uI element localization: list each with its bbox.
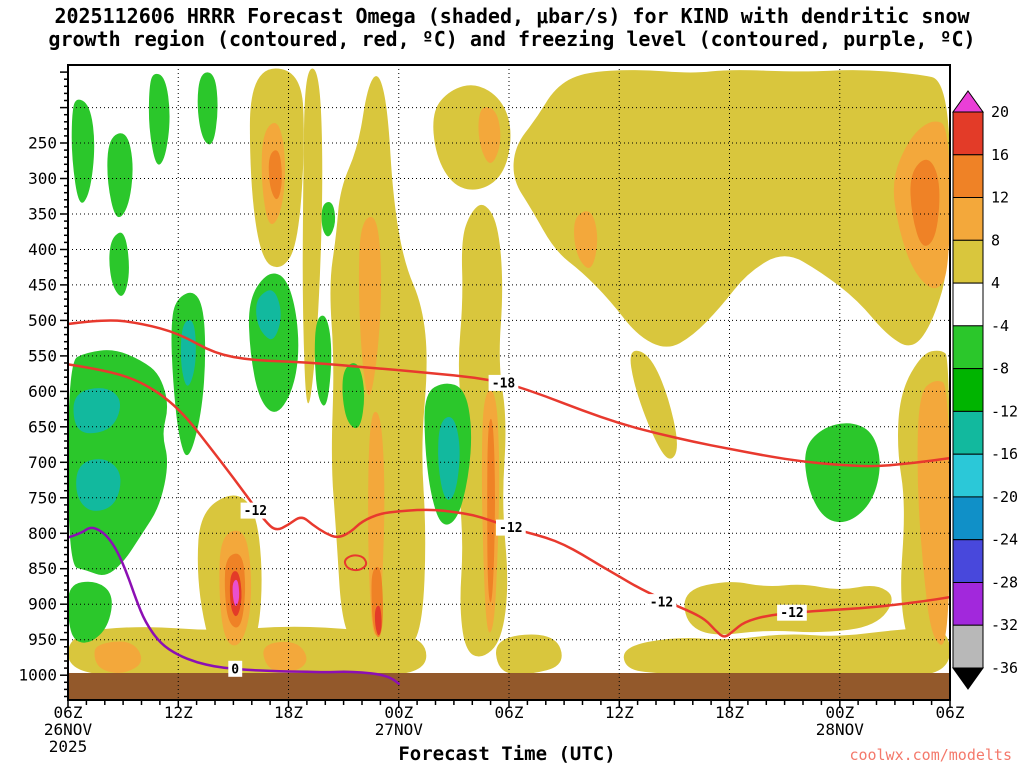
svg-text:-12: -12 bbox=[780, 606, 803, 621]
svg-text:450: 450 bbox=[28, 275, 57, 294]
svg-text:8: 8 bbox=[991, 231, 1000, 249]
svg-text:12Z: 12Z bbox=[164, 703, 193, 722]
pressure-axis-labels: 250 300 350 400 450 500 550 600 650 700 750 800 850 9… bbox=[18, 134, 57, 685]
svg-text:06Z: 06Z bbox=[495, 703, 524, 722]
svg-text:-4: -4 bbox=[991, 317, 1009, 335]
svg-text:00Z: 00Z bbox=[825, 703, 854, 722]
svg-text:250: 250 bbox=[28, 134, 57, 153]
svg-text:800: 800 bbox=[28, 524, 57, 543]
svg-text:550: 550 bbox=[28, 346, 57, 365]
svg-text:300: 300 bbox=[28, 169, 57, 188]
time-axis-labels: 06Z 12Z 18Z 00Z 06Z 12Z 18Z 00Z 06Z26NOV202527NO… bbox=[44, 703, 965, 756]
svg-text:06Z: 06Z bbox=[936, 703, 965, 722]
svg-text:18Z: 18Z bbox=[715, 703, 744, 722]
contour-dendritic-growth--12C-closed bbox=[343, 554, 368, 572]
svg-text:950: 950 bbox=[28, 630, 57, 649]
svg-text:18Z: 18Z bbox=[274, 703, 303, 722]
svg-text:350: 350 bbox=[28, 205, 57, 224]
svg-text:-36: -36 bbox=[991, 659, 1018, 677]
svg-text:00Z: 00Z bbox=[384, 703, 413, 722]
chart-title-line1: 2025112606 HRRR Forecast Omega (shaded, … bbox=[54, 4, 970, 28]
svg-text:500: 500 bbox=[28, 311, 57, 330]
svg-text:12: 12 bbox=[991, 189, 1009, 207]
axis-ticks bbox=[60, 71, 951, 708]
svg-text:12Z: 12Z bbox=[605, 703, 634, 722]
colorbar-under-arrow bbox=[952, 667, 984, 690]
omega-shaded-regions bbox=[68, 68, 950, 676]
svg-text:-12: -12 bbox=[991, 402, 1018, 420]
colorbar bbox=[952, 90, 984, 690]
svg-text:2025: 2025 bbox=[49, 737, 88, 756]
chart-title-line2: growth region (contoured, red, ºC) and f… bbox=[48, 27, 976, 51]
svg-text:-32: -32 bbox=[991, 616, 1018, 634]
svg-text:26NOV: 26NOV bbox=[44, 720, 93, 739]
svg-text:-8: -8 bbox=[991, 360, 1009, 378]
colorbar-labels: 20 16 12 8 4 -4 -8 -12 -16 -20 -24 -28 -32 -36 bbox=[991, 103, 1018, 677]
svg-text:-12: -12 bbox=[499, 521, 522, 536]
contour-freezing-level-0C bbox=[68, 526, 401, 685]
colorbar-over-arrow bbox=[952, 90, 984, 113]
svg-text:-18: -18 bbox=[492, 376, 516, 391]
svg-text:750: 750 bbox=[28, 488, 57, 507]
x-axis-title: Forecast Time (UTC) bbox=[398, 743, 616, 765]
svg-text:-28: -28 bbox=[991, 574, 1018, 592]
svg-text:4: 4 bbox=[991, 274, 1000, 292]
plot-frame bbox=[67, 64, 951, 701]
svg-text:20: 20 bbox=[991, 103, 1009, 121]
svg-text:-12: -12 bbox=[244, 504, 267, 519]
svg-text:0: 0 bbox=[231, 662, 239, 677]
contour-labels: -18 -12 -12 -12 -12 0 bbox=[228, 374, 807, 677]
svg-text:16: 16 bbox=[991, 146, 1009, 164]
watermark-coolwx: coolwx.com/modelts bbox=[849, 746, 1012, 764]
svg-text:400: 400 bbox=[28, 240, 57, 259]
svg-text:1000: 1000 bbox=[18, 666, 57, 685]
svg-text:27NOV: 27NOV bbox=[375, 720, 424, 739]
svg-text:-12: -12 bbox=[650, 596, 673, 611]
svg-text:-16: -16 bbox=[991, 445, 1018, 463]
svg-text:600: 600 bbox=[28, 382, 57, 401]
svg-text:-20: -20 bbox=[991, 488, 1018, 506]
svg-text:900: 900 bbox=[28, 595, 57, 614]
svg-text:700: 700 bbox=[28, 453, 57, 472]
svg-text:28NOV: 28NOV bbox=[816, 720, 865, 739]
svg-text:06Z: 06Z bbox=[54, 703, 83, 722]
svg-text:-24: -24 bbox=[991, 531, 1018, 549]
svg-text:650: 650 bbox=[28, 417, 57, 436]
svg-text:850: 850 bbox=[28, 559, 57, 578]
